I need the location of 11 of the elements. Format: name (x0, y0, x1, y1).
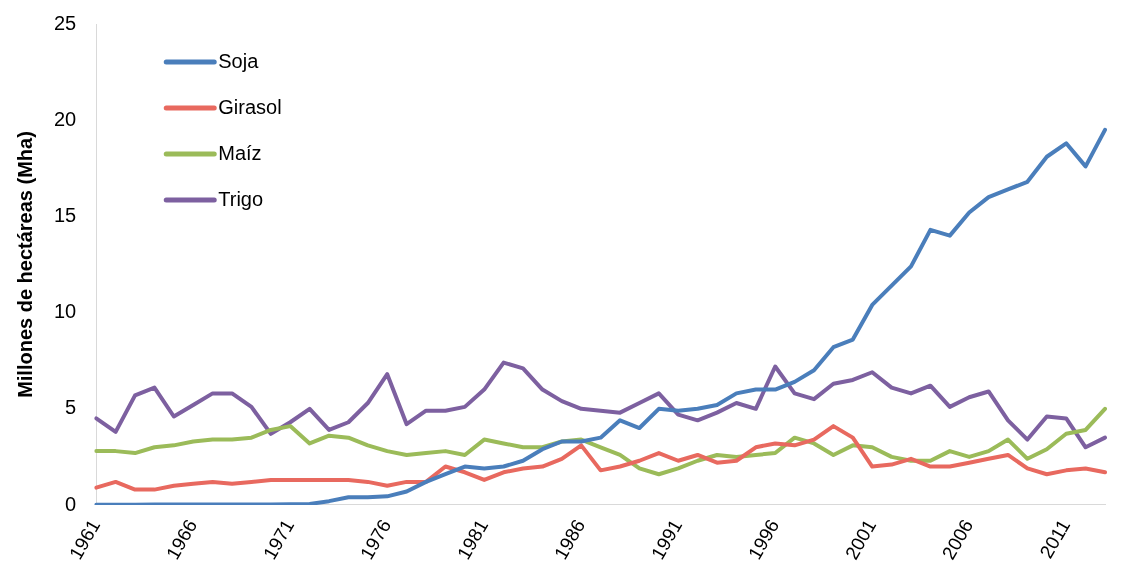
y-tick-label: 15 (54, 203, 77, 226)
legend-label: Soja (218, 49, 260, 72)
legend-label: Trigo (218, 187, 264, 210)
y-tick-label: 0 (65, 492, 77, 515)
legend-label: Maíz (218, 141, 262, 164)
legend-label: Girasol (218, 95, 282, 118)
y-axis-title: Millones de hectáreas (Mha) (13, 131, 36, 398)
y-tick-label: 20 (54, 107, 77, 130)
y-tick-label: 25 (54, 11, 77, 34)
y-tick-label: 5 (65, 396, 77, 419)
y-tick-label: 10 (54, 300, 77, 323)
